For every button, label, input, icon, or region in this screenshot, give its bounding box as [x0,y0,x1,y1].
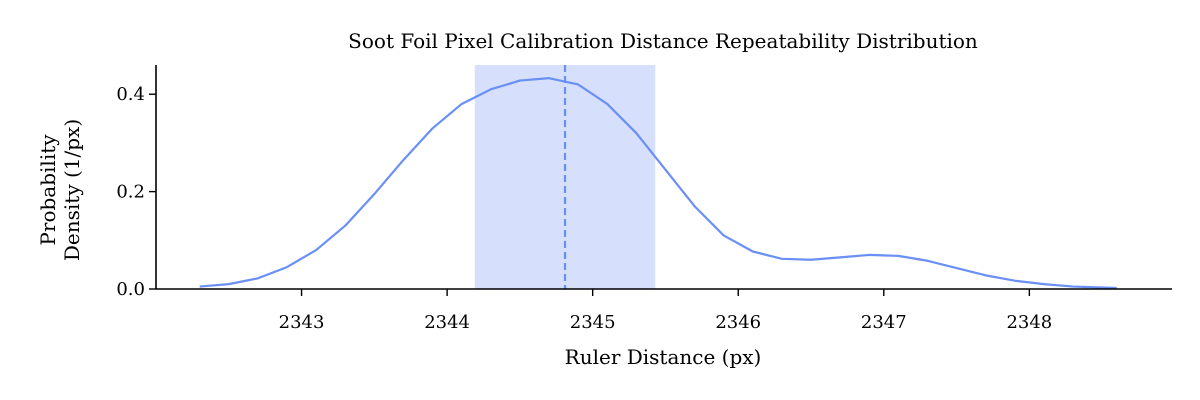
x-tick-label-2347: 2347 [861,312,907,333]
y-tick-label-0.4: 0.4 [116,84,145,105]
x-axis-label: Ruler Distance (px) [565,345,762,369]
plot-area: 2343 2344 2345 2346 2347 2348 0.0 0.2 0.4 [116,65,1172,333]
x-tick-label-2348: 2348 [1006,312,1052,333]
x-tick-label-2344: 2344 [424,312,470,333]
y-tick-label-0.2: 0.2 [116,182,145,203]
y-axis-label-line-2: Density (1/px) [60,119,84,261]
chart-title: Soot Foil Pixel Calibration Distance Rep… [348,29,978,53]
x-tick-label-2345: 2345 [570,312,616,333]
y-tick-label-0.0: 0.0 [116,279,145,300]
x-tick-label-2346: 2346 [715,312,761,333]
y-axis-label-line-1: Probability [36,134,60,246]
x-tick-label-2343: 2343 [279,312,325,333]
density-curve-0 [199,77,1117,290]
